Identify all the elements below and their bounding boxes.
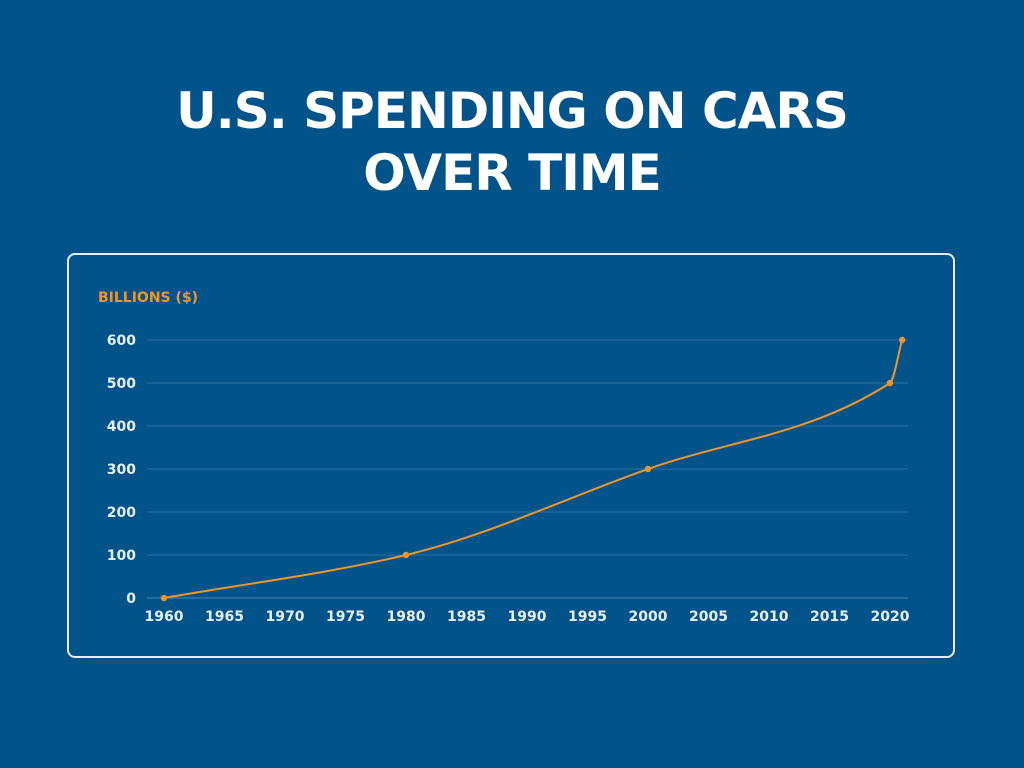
y-tick-label: 500 [107,376,136,392]
data-point [402,551,410,559]
chart-title: U.S. SPENDING ON CARS OVER TIME [0,80,1024,204]
x-tick-label: 1990 [508,609,547,625]
x-tick-label: 1975 [326,609,365,625]
x-tick-label: 1980 [387,609,426,625]
x-tick-label: 2000 [629,609,668,625]
y-tick-label: 0 [126,591,136,607]
chart-title-line-1: U.S. SPENDING ON CARS [176,82,849,140]
data-point [644,465,652,473]
x-tick-label: 1995 [568,609,607,625]
y-axis-unit-label: BILLIONS ($) [98,290,198,306]
x-tick-label: 1960 [145,609,184,625]
x-tick-label: 2015 [810,609,849,625]
chart-title-line-2: OVER TIME [363,144,662,202]
y-tick-label: 200 [107,505,136,521]
y-tick-label: 400 [107,419,136,435]
y-tick-label: 100 [107,548,136,564]
x-tick-label: 1985 [447,609,486,625]
x-tick-label: 2010 [750,609,789,625]
y-tick-label: 300 [107,462,136,478]
x-tick-label: 2005 [689,609,728,625]
data-point [886,379,894,387]
y-tick-label: 600 [107,333,136,349]
data-point [898,336,906,344]
x-tick-label: 1965 [205,609,244,625]
x-tick-label: 1970 [266,609,305,625]
chart-panel [67,253,955,658]
x-tick-label: 2020 [871,609,910,625]
data-point [160,594,168,602]
